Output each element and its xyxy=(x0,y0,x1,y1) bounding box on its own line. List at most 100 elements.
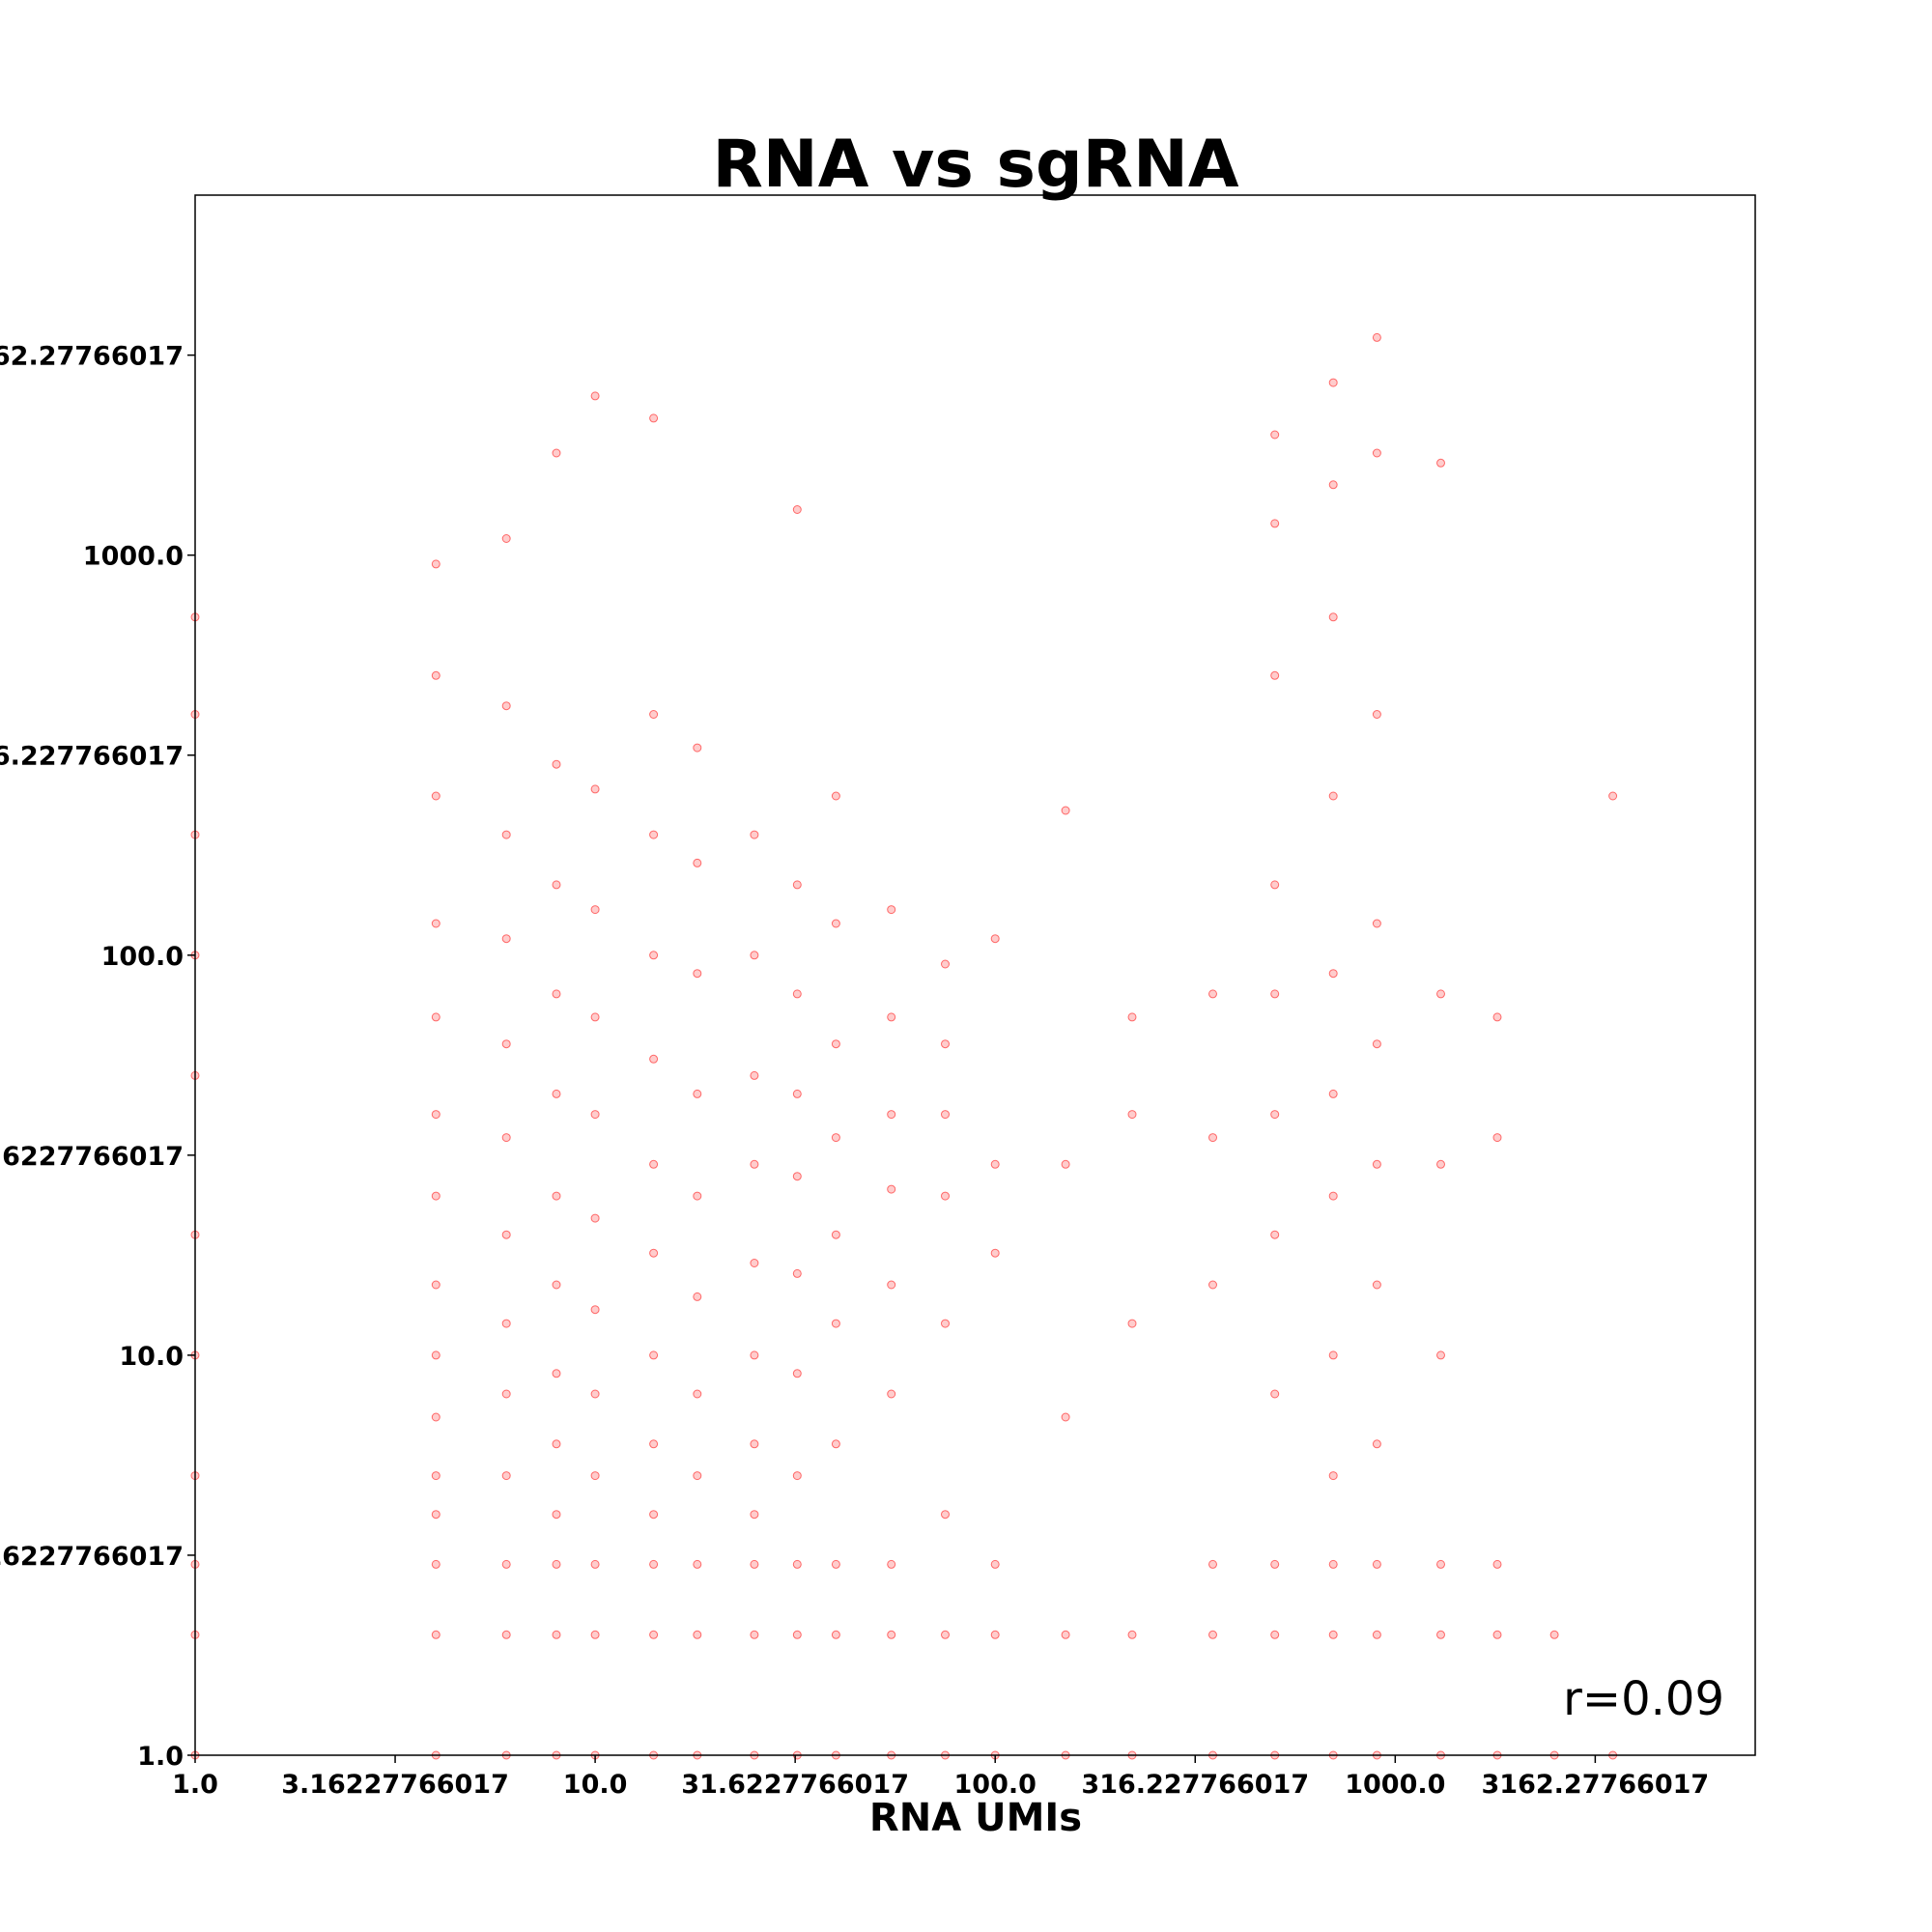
data-point-94 xyxy=(750,1259,759,1267)
data-point-105 xyxy=(792,1172,802,1181)
data-point-38 xyxy=(501,534,511,543)
data-point-50 xyxy=(552,759,561,769)
data-point-108 xyxy=(792,880,802,890)
data-point-135 xyxy=(941,1039,950,1049)
data-point-83 xyxy=(693,1191,702,1201)
data-point-192 xyxy=(1372,332,1381,342)
data-point-58 xyxy=(590,1213,600,1223)
data-point-109 xyxy=(792,505,802,514)
data-point-104 xyxy=(792,1268,802,1278)
data-point-142 xyxy=(990,934,1000,944)
data-point-72 xyxy=(649,1054,659,1064)
data-point-42 xyxy=(552,1510,561,1520)
data-point-165 xyxy=(1270,989,1280,999)
data-point-140 xyxy=(990,1248,1000,1258)
data-point-82 xyxy=(693,1292,702,1301)
data-point-169 xyxy=(1270,430,1280,440)
data-point-136 xyxy=(941,959,950,969)
y-tick-label-2: 10.0 xyxy=(119,1342,184,1372)
data-point-178 xyxy=(1328,791,1338,801)
data-point-84 xyxy=(693,1089,702,1098)
data-point-47 xyxy=(552,1089,561,1098)
data-point-37 xyxy=(501,701,511,711)
data-point-96 xyxy=(750,1070,759,1080)
data-point-133 xyxy=(941,1191,950,1201)
data-point-155 xyxy=(1208,1559,1217,1569)
data-point-158 xyxy=(1208,989,1217,999)
data-point-48 xyxy=(552,989,561,999)
data-point-180 xyxy=(1328,480,1338,490)
data-point-186 xyxy=(1372,1280,1381,1290)
data-point-134 xyxy=(941,1110,950,1120)
data-point-194 xyxy=(1436,1630,1445,1639)
data-point-157 xyxy=(1208,1133,1217,1143)
x-axis-label: RNA UMIs xyxy=(869,1796,1082,1840)
data-point-185 xyxy=(1372,1439,1381,1449)
chart-title: RNA vs sgRNA xyxy=(712,127,1238,203)
x-tick-label-5: 316.227766017 xyxy=(1081,1770,1309,1800)
data-point-187 xyxy=(1372,1159,1381,1169)
x-tick-label-7: 3162.27766017 xyxy=(1482,1770,1710,1800)
data-point-98 xyxy=(750,830,759,839)
data-point-100 xyxy=(792,1630,802,1639)
data-point-57 xyxy=(590,1305,600,1315)
data-point-41 xyxy=(552,1559,561,1569)
data-point-201 xyxy=(1492,1630,1502,1639)
data-point-23 xyxy=(431,791,440,801)
data-point-17 xyxy=(431,1350,440,1360)
data-point-34 xyxy=(501,1039,511,1049)
data-point-197 xyxy=(1436,1159,1445,1169)
data-point-19 xyxy=(431,1191,440,1201)
data-point-66 xyxy=(649,1559,659,1569)
data-point-123 xyxy=(887,1389,896,1399)
plot-frame xyxy=(194,194,1756,1756)
data-point-202 xyxy=(1492,1559,1502,1569)
y-tick-label-3: 31.6227766017 xyxy=(0,1142,184,1172)
data-point-106 xyxy=(792,1089,802,1098)
data-point-36 xyxy=(501,830,511,839)
data-point-125 xyxy=(887,1184,896,1194)
data-point-71 xyxy=(649,1159,659,1169)
data-point-87 xyxy=(693,743,702,753)
data-point-79 xyxy=(693,1559,702,1569)
data-point-163 xyxy=(1270,1230,1280,1239)
data-point-43 xyxy=(552,1439,561,1449)
data-point-124 xyxy=(887,1280,896,1290)
data-points xyxy=(190,332,1618,1760)
data-point-154 xyxy=(1208,1630,1217,1639)
correlation-annotation: r=0.09 xyxy=(1563,1672,1724,1726)
x-tick-label-4: 100.0 xyxy=(954,1770,1037,1800)
data-point-91 xyxy=(750,1510,759,1520)
y-tick-label-4: 100.0 xyxy=(101,942,184,972)
data-point-44 xyxy=(552,1369,561,1378)
data-point-68 xyxy=(649,1439,659,1449)
data-point-60 xyxy=(590,1012,600,1022)
data-point-103 xyxy=(792,1369,802,1378)
y-tick-label-7: 3162.27766017 xyxy=(0,342,184,372)
data-point-101 xyxy=(792,1559,802,1569)
data-point-179 xyxy=(1328,612,1338,622)
data-point-76 xyxy=(649,413,659,423)
data-point-121 xyxy=(887,1630,896,1639)
data-point-85 xyxy=(693,969,702,979)
data-point-189 xyxy=(1372,919,1381,928)
data-point-156 xyxy=(1208,1280,1217,1290)
y-tick-label-6: 1000.0 xyxy=(83,542,184,572)
data-point-12 xyxy=(431,1630,440,1639)
data-point-59 xyxy=(590,1110,600,1120)
data-point-208 xyxy=(1608,791,1618,801)
data-point-119 xyxy=(831,791,840,801)
data-point-152 xyxy=(1127,1012,1137,1022)
data-point-89 xyxy=(750,1630,759,1639)
data-point-117 xyxy=(831,1039,840,1049)
data-point-53 xyxy=(590,1630,600,1639)
y-tick-label-0: 1.0 xyxy=(137,1742,184,1772)
data-point-62 xyxy=(590,784,600,794)
data-point-31 xyxy=(501,1319,511,1328)
data-point-30 xyxy=(501,1389,511,1399)
data-point-55 xyxy=(590,1471,600,1481)
data-point-21 xyxy=(431,1012,440,1022)
data-point-128 xyxy=(887,905,896,915)
data-point-29 xyxy=(501,1471,511,1481)
data-point-190 xyxy=(1372,710,1381,719)
